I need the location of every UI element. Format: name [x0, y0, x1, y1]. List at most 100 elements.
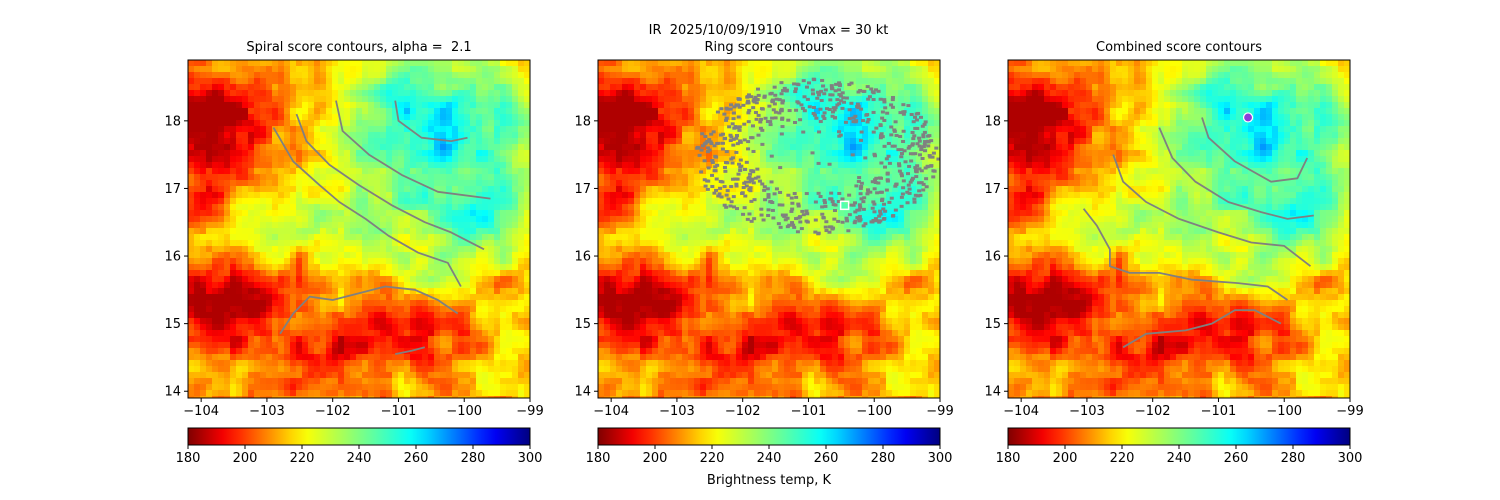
heatmap-cell: [512, 252, 519, 259]
heatmap-cell: [892, 78, 899, 85]
heatmap-cell: [434, 138, 441, 145]
heatmap-cell: [832, 150, 839, 157]
heatmap-cell: [512, 96, 519, 103]
heatmap-cell: [332, 102, 339, 109]
heatmap-cell: [188, 384, 195, 391]
heatmap-cell: [488, 342, 495, 349]
heatmap-cell: [392, 396, 399, 399]
heatmap-cell: [212, 60, 219, 67]
heatmap-cell: [676, 168, 683, 175]
heatmap-cell: [634, 180, 641, 187]
heatmap-cell: [706, 204, 713, 211]
heatmap-cell: [206, 348, 213, 355]
heatmap-cell: [718, 120, 725, 127]
heatmap-cell: [724, 138, 731, 145]
heatmap-cell: [374, 396, 381, 399]
heatmap-cell: [206, 96, 213, 103]
heatmap-cell: [886, 192, 893, 199]
heatmap-cell: [224, 186, 231, 193]
heatmap-cell: [302, 360, 309, 367]
heatmap-cell: [266, 186, 273, 193]
heatmap-cell: [308, 288, 315, 295]
heatmap-cell: [212, 246, 219, 253]
heatmap-cell: [694, 108, 701, 115]
heatmap-cell: [706, 234, 713, 241]
heatmap-cell: [260, 306, 267, 313]
heatmap-cell: [308, 240, 315, 247]
heatmap-cell: [476, 282, 483, 289]
heatmap-cell: [398, 390, 405, 397]
heatmap-cell: [506, 156, 513, 163]
heatmap-cell: [512, 174, 519, 181]
heatmap-cell: [338, 234, 345, 241]
heatmap-cell: [838, 120, 845, 127]
heatmap-cell: [296, 270, 303, 277]
heatmap-cell: [290, 234, 297, 241]
heatmap-cell: [308, 360, 315, 367]
heatmap-cell: [766, 234, 773, 241]
heatmap-cell: [290, 216, 297, 223]
heatmap-cell: [494, 234, 501, 241]
heatmap-cell: [230, 66, 237, 73]
heatmap-cell: [482, 270, 489, 277]
heatmap-cell: [482, 360, 489, 367]
heatmap-cell: [760, 138, 767, 145]
heatmap-cell: [838, 66, 845, 73]
heatmap-cell: [652, 84, 659, 91]
heatmap-cell: [688, 78, 695, 85]
heatmap-cell: [398, 84, 405, 91]
heatmap-cell: [610, 90, 617, 97]
heatmap-cell: [892, 114, 899, 121]
heatmap-cell: [634, 138, 641, 145]
heatmap-cell: [700, 168, 707, 175]
heatmap-cell: [440, 384, 447, 391]
heatmap-cell: [296, 384, 303, 391]
heatmap-cell: [260, 150, 267, 157]
heatmap-cell: [796, 132, 803, 139]
heatmap-cell: [700, 120, 707, 127]
heatmap-cell: [494, 258, 501, 265]
heatmap-cell: [790, 84, 797, 91]
heatmap-cell: [694, 120, 701, 127]
heatmap-cell: [236, 384, 243, 391]
heatmap-cell: [730, 186, 737, 193]
heatmap-cell: [476, 168, 483, 175]
heatmap-cell: [398, 168, 405, 175]
heatmap-cell: [476, 180, 483, 187]
heatmap-cell: [380, 348, 387, 355]
heatmap-cell: [470, 192, 477, 199]
heatmap-cell: [248, 354, 255, 361]
heatmap-cell: [404, 186, 411, 193]
heatmap-cell: [886, 144, 893, 151]
heatmap-cell: [772, 228, 779, 235]
heatmap-cell: [266, 174, 273, 181]
heatmap-cell: [664, 126, 671, 133]
heatmap-cell: [518, 240, 525, 247]
heatmap-cell: [814, 120, 821, 127]
heatmap-cell: [206, 354, 213, 361]
heatmap-cell: [488, 330, 495, 337]
heatmap-cell: [470, 348, 477, 355]
heatmap-cell: [476, 318, 483, 325]
heatmap-cell: [598, 174, 605, 181]
heatmap-cell: [452, 90, 459, 97]
heatmap-cell: [754, 66, 761, 73]
heatmap-cell: [410, 252, 417, 259]
heatmap-cell: [338, 288, 345, 295]
heatmap-cell: [200, 60, 207, 67]
heatmap-cell: [368, 132, 375, 139]
heatmap-cell: [898, 228, 905, 235]
heatmap-cell: [784, 78, 791, 85]
heatmap-cell: [814, 204, 821, 211]
heatmap-cell: [326, 354, 333, 361]
heatmap-cell: [446, 384, 453, 391]
heatmap-cell: [362, 192, 369, 199]
heatmap-cell: [272, 228, 279, 235]
heatmap-cell: [386, 132, 393, 139]
heatmap-cell: [446, 318, 453, 325]
heatmap-cell: [880, 162, 887, 169]
heatmap-cell: [404, 132, 411, 139]
heatmap-cell: [664, 216, 671, 223]
heatmap-cell: [452, 72, 459, 79]
heatmap-cell: [278, 312, 285, 319]
